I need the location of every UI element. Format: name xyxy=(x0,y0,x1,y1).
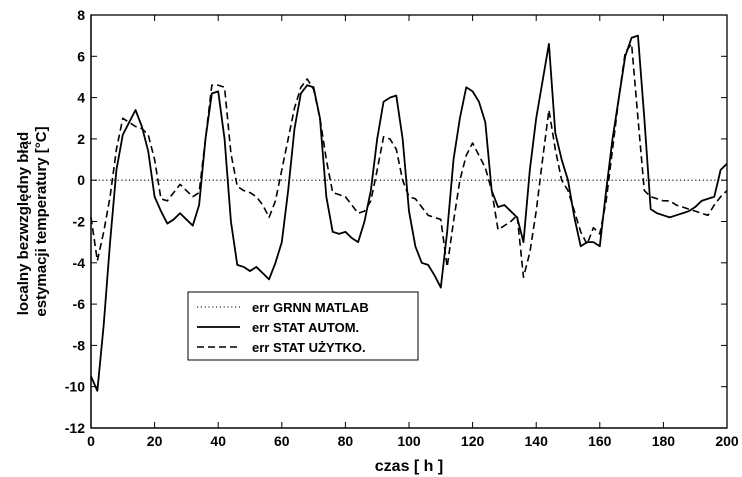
y-tick-label: 6 xyxy=(77,48,85,64)
x-tick-label: 40 xyxy=(210,433,226,449)
x-tick-label: 0 xyxy=(87,433,95,449)
x-tick-label: 100 xyxy=(397,433,421,449)
x-tick-label: 60 xyxy=(274,433,290,449)
y-tick-label: 8 xyxy=(77,7,85,23)
y-tick-label: 0 xyxy=(77,172,85,188)
y-tick-label: 4 xyxy=(77,90,85,106)
y-axis-label: localny bezwzględny błąd estymacji tempe… xyxy=(15,126,50,316)
x-tick-label: 160 xyxy=(588,433,612,449)
legend-label-3: err STAT UŻYTKO. xyxy=(252,340,366,355)
y-tick-label: -8 xyxy=(73,337,86,353)
legend: err GRNN MATLAB err STAT AUTOM. err STAT U… xyxy=(187,291,419,361)
y-tick-label: -4 xyxy=(73,255,86,271)
y-tick-label: -2 xyxy=(73,214,86,230)
x-tick-label: 200 xyxy=(715,433,739,449)
y-tick-label: -10 xyxy=(65,379,85,395)
legend-label-1: err GRNN MATLAB xyxy=(252,300,369,315)
x-tick-label: 140 xyxy=(525,433,549,449)
plot-area xyxy=(90,14,728,429)
y-tick-label: -6 xyxy=(73,296,86,312)
x-axis-label: czas [ h ] xyxy=(375,458,443,475)
x-tick-label: 80 xyxy=(338,433,354,449)
y-axis-label-line-2: estymacji temperatury [°C] xyxy=(33,126,50,316)
y-ticks: -12 -10 -8 -6 -4 -2 0 2 4 6 8 xyxy=(65,7,727,436)
x-tick-label: 120 xyxy=(461,433,485,449)
series-layer xyxy=(90,34,728,392)
legend-box xyxy=(187,291,419,361)
x-ticks: 0 20 40 60 80 100 120 140 160 180 200 xyxy=(87,15,739,449)
y-tick-label: 2 xyxy=(77,131,85,147)
legend-label-2: err STAT AUTOM. xyxy=(252,320,359,335)
series-line-3 xyxy=(90,43,728,279)
series-line-2 xyxy=(90,34,728,392)
x-tick-label: 180 xyxy=(652,433,676,449)
y-tick-label: -12 xyxy=(65,420,85,436)
x-tick-label: 20 xyxy=(147,433,163,449)
y-axis-label-line-1: localny bezwzględny błąd xyxy=(15,132,32,315)
